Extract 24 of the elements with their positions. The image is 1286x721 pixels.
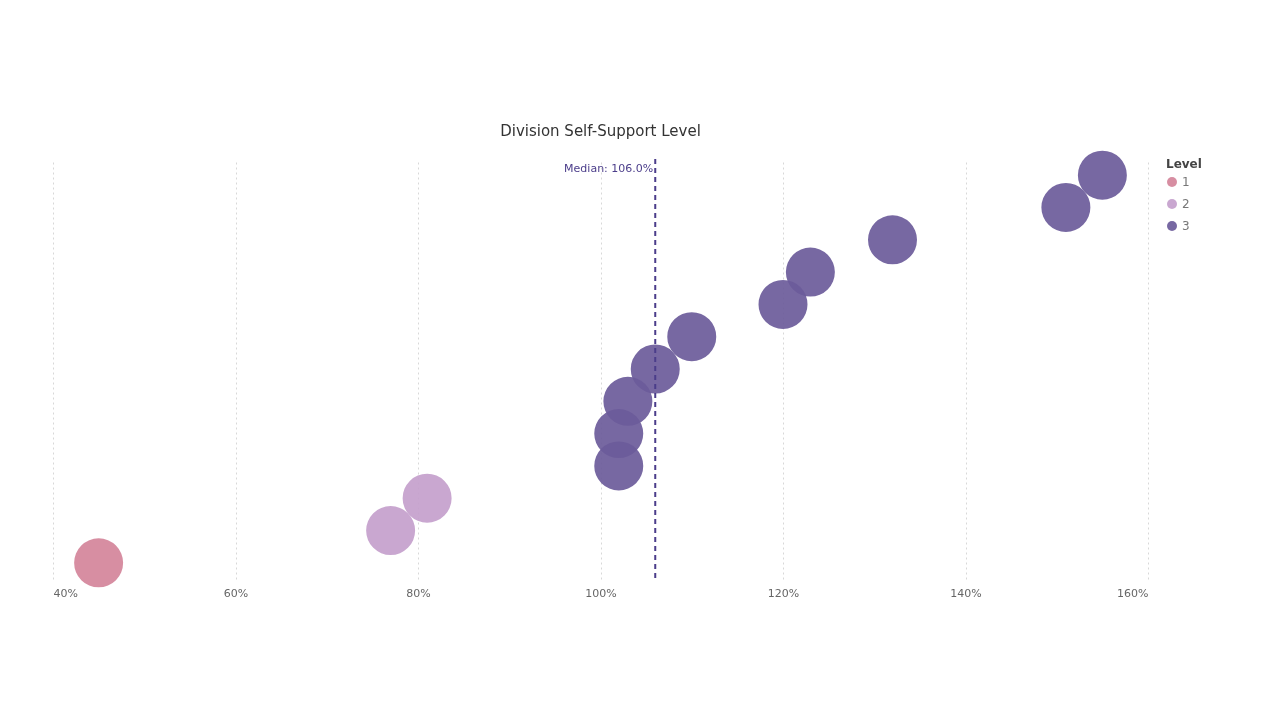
x-tick-label: 80% — [406, 586, 431, 600]
point — [667, 312, 717, 362]
point — [758, 279, 808, 329]
x-tick-label: 60% — [223, 586, 249, 600]
point — [868, 215, 917, 265]
point — [1077, 150, 1127, 200]
legend-label: 2 — [1182, 197, 1190, 211]
point — [594, 441, 644, 491]
x-tick-label: 120% — [767, 586, 800, 600]
point — [366, 506, 416, 555]
x-tick-label: 160% — [1117, 586, 1149, 600]
legend-title: Level — [1166, 157, 1202, 171]
chart-title: Division Self-Support Level — [500, 121, 701, 140]
x-tick-label: 140% — [950, 586, 982, 600]
point — [74, 538, 124, 588]
point — [402, 473, 452, 523]
x-tick-label: 40% — [53, 586, 78, 600]
point — [785, 247, 835, 297]
legend-label: 1 — [1182, 175, 1190, 189]
legend-label: 3 — [1182, 219, 1190, 233]
point — [630, 344, 680, 394]
x-tick-label: 100% — [585, 586, 617, 600]
ref-line-label: Median: 106.0% — [564, 162, 654, 175]
point — [1041, 183, 1091, 232]
